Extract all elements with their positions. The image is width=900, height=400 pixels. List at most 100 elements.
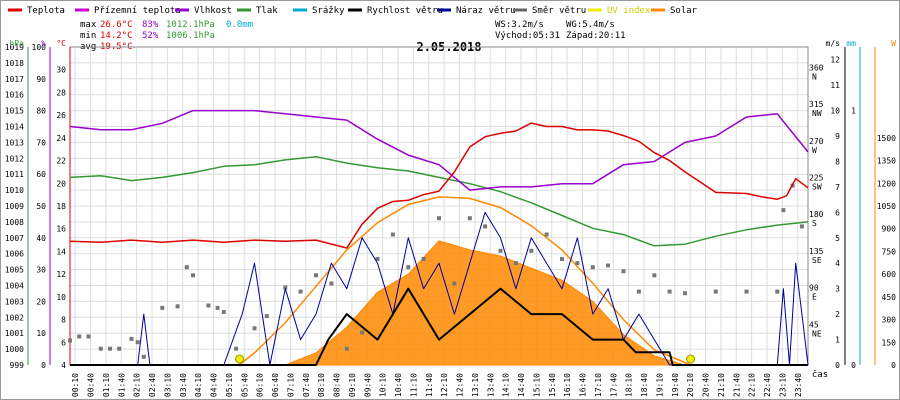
series-wind-direction-point xyxy=(135,340,140,345)
series-pressure-line xyxy=(69,155,809,247)
dir-tick-card: SW xyxy=(812,183,822,192)
x-tick-label: 19:10 xyxy=(655,373,664,397)
celsius-axis-tick: 28 xyxy=(56,88,66,97)
ms-axis-tick: 7 xyxy=(835,183,840,192)
x-tick-label: 14:10 xyxy=(502,373,511,397)
hpa-axis-tick: 1009 xyxy=(5,202,24,211)
x-tick-label: 13:40 xyxy=(486,373,495,397)
mm-axis-tick: 1 xyxy=(851,107,856,116)
legend-label: Směr větru xyxy=(532,6,586,16)
celsius-axis-tick: 8 xyxy=(61,316,66,325)
hpa-axis-tick: 1016 xyxy=(5,91,24,100)
hpa-axis-tick: 999 xyxy=(10,361,25,370)
dir-tick-card: E xyxy=(812,293,817,302)
series-wind-direction-point xyxy=(621,269,626,274)
x-tick-label: 03:40 xyxy=(179,373,188,397)
percent-axis-tick: 100 xyxy=(32,43,47,52)
hpa-axis-tick: 1004 xyxy=(5,282,24,291)
series-wind-direction-point xyxy=(390,232,395,237)
stat-min-press: 1006.1hPa xyxy=(166,31,215,41)
mm-axis-tick: 0 xyxy=(851,361,856,370)
stat-sunrise: Východ:05:31 xyxy=(495,31,560,41)
celsius-axis-tick: 4 xyxy=(61,361,66,370)
stat-sunset: Západ:20:11 xyxy=(566,31,626,41)
series-wind-direction-point xyxy=(406,265,411,270)
celsius-axis-unit: °C xyxy=(56,39,66,48)
x-tick-label: 08:10 xyxy=(317,373,326,397)
x-tick-label: 02:10 xyxy=(133,373,142,397)
celsius-axis-tick: 22 xyxy=(56,157,66,166)
legend: Teplota Přízemní teplota Vlhkost Tlak Srážky… xyxy=(8,6,698,16)
x-tick-label: 21:10 xyxy=(717,373,726,397)
stat-wg: WG:5.4m/s xyxy=(566,20,615,30)
series-wind-direction-point xyxy=(467,216,472,221)
dir-tick-deg: 45 xyxy=(809,320,819,329)
percent-axis-tick: 30 xyxy=(36,266,46,275)
series-wind-direction-point xyxy=(234,346,239,351)
series-wind-direction-point xyxy=(175,304,180,309)
ms-axis-tick: 12 xyxy=(830,56,840,65)
ms-axis-tick: 10 xyxy=(830,107,840,116)
series-wind-direction-point xyxy=(575,261,580,266)
series-wind-direction-point xyxy=(560,257,564,261)
percent-axis-tick: 50 xyxy=(36,202,46,211)
hpa-axis-tick: 1003 xyxy=(5,297,24,306)
ms-axis-tick: 9 xyxy=(835,132,840,141)
series-wind-direction-point xyxy=(298,289,303,294)
x-tick-label: 18:10 xyxy=(625,373,634,397)
legend-label: UV index xyxy=(607,6,651,16)
solar-axis-tick: 0 xyxy=(891,361,896,370)
series-wind-direction-point xyxy=(191,273,195,278)
solar-axis-tick: 600 xyxy=(882,270,897,279)
x-tick-label: 09:10 xyxy=(348,373,357,397)
x-tick-label: 19:40 xyxy=(671,373,680,397)
series-wind-direction-point xyxy=(544,232,549,237)
x-tick-label: 04:10 xyxy=(194,373,203,397)
legend-label: Teplota xyxy=(27,6,65,16)
dir-tick-deg: 180 xyxy=(809,210,824,219)
celsius-axis-tick: 18 xyxy=(56,202,66,211)
series-wind-direction-point xyxy=(77,334,82,339)
percent-axis-tick: 10 xyxy=(36,329,46,338)
solar-axis-tick: 900 xyxy=(882,225,897,234)
percent-axis-unit: % xyxy=(41,39,46,48)
ms-axis-tick: 3 xyxy=(835,285,840,294)
percent-axis-tick: 90 xyxy=(36,75,46,84)
x-tick-label: 18:40 xyxy=(640,373,649,397)
x-tick-label: 22:10 xyxy=(748,373,757,397)
ms-axis-tick: 11 xyxy=(830,81,840,90)
series-wind-direction-point xyxy=(160,305,165,310)
sunset-marker xyxy=(686,354,696,364)
hpa-axis-tick: 1018 xyxy=(5,59,24,68)
series-wind-direction-point xyxy=(141,354,146,359)
series-wind-direction-point xyxy=(437,216,441,221)
series-wind-direction-point xyxy=(98,346,103,351)
x-tick-label: 17:10 xyxy=(594,373,603,397)
celsius-axis-tick: 16 xyxy=(56,225,66,234)
legend-label: Přízemní teplota xyxy=(94,6,181,16)
stat-max-hum: 83% xyxy=(142,20,159,30)
hpa-axis-tick: 1001 xyxy=(5,329,24,338)
series-wind-direction-point xyxy=(683,291,687,296)
x-tick-label: 20:40 xyxy=(702,373,711,397)
celsius-axis-tick: 6 xyxy=(61,338,66,347)
series-wind-direction-point xyxy=(513,261,518,266)
stat-min-temp: 14.2°C xyxy=(100,31,133,41)
dir-tick-card: NW xyxy=(812,109,822,118)
x-axis-label: čas xyxy=(812,369,828,380)
hpa-axis-tick: 1011 xyxy=(5,170,24,179)
x-tick-label: 16:40 xyxy=(579,373,588,397)
series-wind-direction-point xyxy=(799,224,804,229)
sunrise-marker xyxy=(235,354,245,364)
x-tick-label: 00:10 xyxy=(71,373,80,397)
percent-axis-tick: 70 xyxy=(36,138,46,147)
series-wind-direction-point xyxy=(252,326,257,331)
x-tick-label: 13:10 xyxy=(471,373,480,397)
ms-axis-unit: m/s xyxy=(826,39,841,48)
x-tick-label: 02:40 xyxy=(148,373,157,397)
series-wind-direction-point xyxy=(713,289,718,294)
x-axis: 00:10 00:40 01:10 01:40 02:10 02:40 03:10 03:40… xyxy=(71,373,803,397)
percent-axis-tick: 20 xyxy=(36,297,46,306)
solar-axis-tick: 1350 xyxy=(877,157,896,166)
